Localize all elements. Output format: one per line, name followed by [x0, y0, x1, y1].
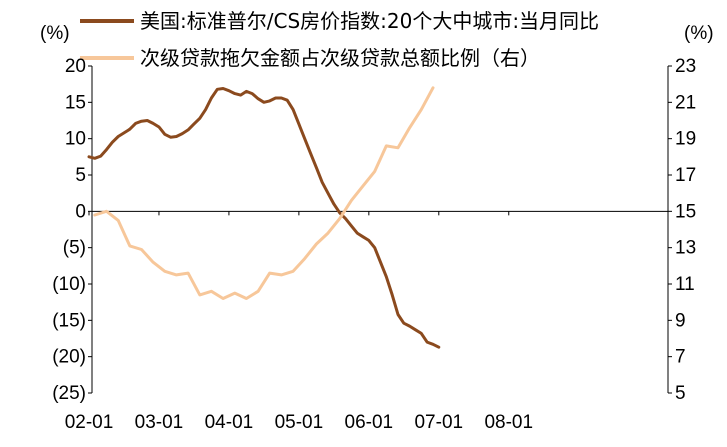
- left-tick-label: 15: [65, 92, 86, 113]
- left-tick-label: (5): [63, 238, 86, 259]
- series-lines: [87, 86, 441, 349]
- right-tick-label: 23: [675, 56, 696, 77]
- x-tick-label: 05-01: [275, 412, 324, 433]
- x-tick-label: 06-01: [345, 412, 394, 433]
- right-axis-unit: (%): [684, 23, 714, 44]
- right-tick-label: 15: [675, 201, 696, 222]
- right-tick-label: 21: [675, 92, 696, 113]
- x-tick-label: 04-01: [205, 412, 254, 433]
- legend-label-subprime-delinquency: 次级贷款拖欠金额占次级贷款总额比例（右）: [140, 46, 540, 70]
- right-tick-label: 13: [675, 238, 696, 259]
- left-tick-label: 0: [75, 201, 86, 222]
- axes: 20 15 10 5 0 (5) (10) (15) (20) (25) 23 21 19 17 15 13 1…: [52, 56, 696, 433]
- legend-label-house-price: 美国:标准普尔/CS房价指数:20个大中城市:当月同比: [140, 9, 599, 33]
- x-tick-label: 07-01: [414, 412, 463, 433]
- x-tick-label: 02-01: [65, 412, 114, 433]
- series-house-price-yoy: [87, 87, 441, 349]
- left-tick-label: (15): [52, 310, 86, 331]
- left-tick-label: 20: [65, 56, 86, 77]
- right-tick-label: 5: [675, 383, 686, 404]
- left-axis-unit: (%): [40, 23, 70, 44]
- right-tick-label: 11: [675, 274, 695, 295]
- left-tick-label: 10: [65, 129, 86, 150]
- x-tick-label: 03-01: [135, 412, 184, 433]
- left-tick-label: (20): [52, 347, 86, 368]
- right-tick-label: 7: [675, 347, 686, 368]
- left-tick-label: 5: [75, 165, 86, 186]
- legend: 美国:标准普尔/CS房价指数:20个大中城市:当月同比 次级贷款拖欠金额占次级贷…: [80, 9, 599, 70]
- x-tick-label: 08-01: [484, 412, 533, 433]
- left-tick-label: (25): [52, 383, 86, 404]
- right-tick-label: 9: [675, 310, 686, 331]
- series-subprime-delinquency-ratio: [93, 86, 435, 300]
- right-tick-label: 17: [675, 165, 696, 186]
- right-tick-label: 19: [675, 129, 696, 150]
- left-tick-label: (10): [52, 274, 86, 295]
